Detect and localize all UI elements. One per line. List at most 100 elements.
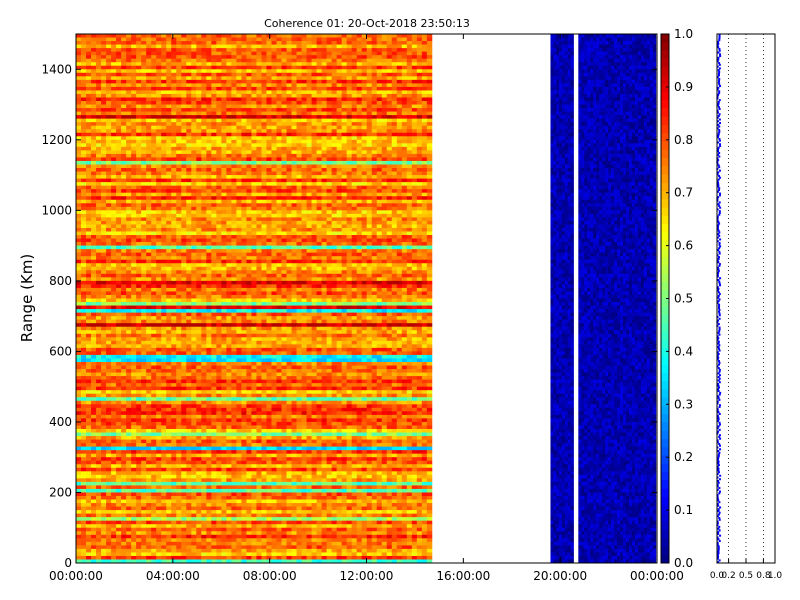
heatmap-cell: [86, 185, 92, 190]
heatmap-cell: [296, 263, 302, 268]
heatmap-cell: [196, 273, 202, 278]
heatmap-cell: [346, 227, 353, 232]
heatmap-cell: [261, 231, 267, 236]
heatmap-cell: [236, 164, 242, 169]
heatmap-cell: [416, 48, 423, 53]
heatmap-cell: [131, 44, 137, 49]
heatmap-cell: [316, 249, 322, 254]
heatmap-cell: [76, 34, 82, 38]
heatmap-cell: [376, 65, 383, 70]
heatmap-cell: [96, 210, 102, 215]
heatmap-cell: [326, 86, 333, 91]
heatmap-cell: [156, 220, 162, 225]
heatmap-cell: [226, 83, 232, 88]
heatmap-cell: [381, 249, 388, 254]
heatmap-cell: [191, 115, 197, 120]
heatmap-cell: [391, 101, 398, 105]
heatmap-cell: [416, 192, 423, 197]
heatmap-cell: [326, 104, 333, 109]
heatmap-cell: [426, 196, 433, 201]
heatmap-cell: [106, 86, 112, 91]
heatmap-cell: [336, 150, 343, 155]
heatmap-cell: [411, 196, 418, 201]
heatmap-cell: [371, 86, 378, 91]
heatmap-cell: [281, 210, 287, 215]
heatmap-cell: [351, 146, 358, 151]
heatmap-cell: [231, 220, 237, 225]
heatmap-cell: [326, 34, 333, 38]
heatmap-cell: [301, 263, 307, 268]
heatmap-cell: [86, 280, 92, 285]
heatmap-cell: [116, 273, 122, 278]
heatmap-cell: [246, 34, 252, 38]
heatmap-cell: [156, 146, 162, 151]
heatmap-cell: [81, 101, 87, 105]
heatmap-cell: [231, 58, 237, 63]
heatmap-cell: [361, 210, 368, 215]
heatmap-cell: [416, 263, 423, 268]
heatmap-cell: [161, 231, 167, 236]
heatmap-cell: [216, 217, 222, 222]
heatmap-cell: [411, 160, 418, 165]
heatmap-cell: [76, 101, 82, 105]
heatmap-cell: [426, 79, 433, 84]
heatmap-cell: [276, 206, 282, 211]
heatmap-cell: [96, 220, 102, 225]
heatmap-cell: [96, 252, 102, 257]
heatmap-cell: [281, 231, 287, 236]
heatmap-cell: [141, 245, 147, 250]
heatmap-cell: [151, 146, 157, 151]
heatmap-cell: [416, 143, 423, 148]
heatmap-cell: [356, 277, 363, 282]
heatmap-cell: [291, 93, 297, 98]
heatmap-cell: [366, 171, 373, 176]
heatmap-cell: [311, 93, 317, 98]
heatmap-cell: [266, 249, 272, 254]
heatmap-cell: [316, 76, 322, 81]
heatmap-cell: [411, 136, 418, 141]
heatmap-cell: [356, 160, 363, 165]
heatmap-cell: [246, 55, 252, 60]
heatmap-cell: [216, 150, 222, 155]
heatmap-cell: [306, 220, 312, 225]
heatmap-cell: [361, 153, 368, 158]
heatmap-cell: [286, 206, 292, 211]
heatmap-cell: [306, 199, 312, 204]
heatmap-cell: [101, 108, 107, 112]
heatmap-cell: [221, 41, 227, 45]
heatmap-cell: [251, 192, 257, 197]
heatmap-cell: [336, 213, 343, 218]
heatmap-cell: [201, 259, 207, 264]
heatmap-cell: [186, 55, 192, 60]
heatmap-cell: [336, 146, 343, 151]
heatmap-cell: [181, 185, 187, 190]
heatmap-cell: [351, 189, 358, 194]
heatmap-cell: [191, 280, 197, 285]
heatmap-cell: [171, 171, 177, 176]
heatmap-cell: [96, 231, 102, 236]
heatmap-cell: [86, 231, 92, 236]
heatmap-cell: [176, 51, 182, 56]
heatmap-cell: [381, 266, 388, 271]
heatmap-cell: [86, 65, 92, 70]
heatmap-cell: [121, 69, 127, 74]
heatmap-cell: [146, 164, 152, 169]
heatmap-cell: [326, 48, 333, 53]
heatmap-cell: [426, 62, 433, 67]
heatmap-cell: [201, 280, 207, 285]
heatmap-cell: [401, 65, 408, 70]
heatmap-cell: [426, 263, 433, 268]
heatmap-cell: [396, 168, 403, 172]
heatmap-cell: [76, 76, 82, 81]
heatmap-cell: [276, 37, 282, 42]
heatmap-cell: [136, 242, 142, 246]
heatmap-cell: [186, 245, 192, 250]
heatmap-cell: [386, 55, 393, 60]
heatmap-cell: [96, 196, 102, 201]
heatmap-cell: [146, 220, 152, 225]
heatmap-cell: [276, 220, 282, 225]
heatmap-cell: [231, 171, 237, 176]
heatmap-cell: [266, 65, 272, 70]
heatmap-cell: [251, 203, 257, 208]
heatmap-cell: [381, 224, 388, 229]
